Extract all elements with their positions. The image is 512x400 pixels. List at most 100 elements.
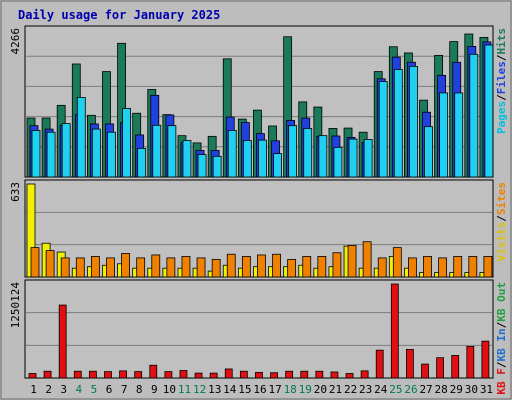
bar-kbytes (270, 372, 278, 379)
bar-sites (196, 257, 206, 278)
x-tick-label: 29 (450, 383, 463, 396)
bar-pages (258, 139, 267, 178)
bar-sites (241, 256, 251, 278)
bar-kbytes (164, 371, 173, 379)
x-tick-label: 13 (208, 383, 221, 396)
bar-kbytes (315, 370, 324, 379)
y-tick-label: 1250124 (9, 282, 22, 329)
bar-kbytes (43, 370, 52, 379)
bar-kbytes (73, 370, 82, 379)
bar-pages (122, 108, 131, 178)
bar-pages (333, 146, 343, 178)
bar-pages (212, 155, 222, 178)
x-tick-label: 16 (253, 383, 266, 396)
bar-pages (137, 147, 147, 178)
x-tick-label: 22 (344, 383, 357, 396)
x-tick-label: 14 (223, 383, 237, 396)
x-tick-label: 24 (374, 383, 388, 396)
legend-entry: / (495, 94, 508, 101)
bar-pages (439, 92, 449, 178)
x-tick-label: 20 (314, 383, 327, 396)
bar-sites (287, 258, 297, 278)
bar-kbytes (330, 371, 339, 379)
legend-entry: Files (495, 61, 508, 94)
legend-entry: Pages (495, 101, 508, 134)
x-tick-label: 3 (60, 383, 67, 396)
x-tick-label: 18 (284, 383, 297, 396)
bar-pages (76, 97, 86, 178)
bar-kbytes (28, 373, 37, 379)
y-tick-label: 4266 (9, 28, 22, 55)
bar-kbytes (104, 371, 112, 379)
x-tick-label: 4 (76, 383, 83, 396)
bar-pages (152, 124, 162, 178)
bar-sites (272, 253, 281, 278)
bar-pages (61, 123, 71, 178)
legend-traffic: Pages/Files/Hits (495, 28, 508, 134)
bar-kbytes (406, 349, 414, 379)
bar-pages (363, 139, 373, 178)
bar-pages (46, 131, 56, 178)
legend-kbytes: KB F/KB In/KB Out (495, 282, 508, 395)
bar-kbytes (194, 372, 203, 379)
y-tick-label: 633 (9, 182, 22, 202)
bar-sites (468, 256, 478, 278)
x-tick-label: 17 (268, 383, 281, 396)
bar-kbytes (390, 283, 399, 379)
bar-sites (257, 254, 266, 278)
bar-pages (197, 154, 207, 178)
bar-kbytes (436, 357, 445, 379)
bar-pages (469, 53, 479, 178)
bar-pages (288, 125, 298, 178)
bar-kbytes (451, 355, 460, 379)
bar-pages (91, 128, 101, 178)
bar-kbytes (224, 368, 233, 379)
bar-sites (30, 247, 40, 278)
bar-sites (347, 245, 357, 278)
bar-sites (408, 257, 417, 278)
bar-kbytes (239, 370, 248, 379)
bar-sites (106, 257, 115, 278)
x-tick-label: 11 (178, 383, 191, 396)
bar-kbytes (88, 370, 97, 379)
bar-kbytes (58, 304, 67, 379)
legend-entry: KB Out (495, 282, 508, 322)
bar-kbytes (255, 371, 263, 379)
legend-entry: / (495, 361, 508, 368)
x-tick-label: 2 (45, 383, 52, 396)
bar-sites (181, 256, 191, 278)
x-tick-label: 15 (238, 383, 251, 396)
x-tick-label: 21 (329, 383, 342, 396)
bar-sites (45, 250, 55, 278)
bar-pages (303, 128, 313, 178)
bar-sites (151, 254, 161, 278)
bar-kbytes (179, 370, 188, 379)
x-tick-label: 12 (193, 383, 206, 396)
x-tick-label: 9 (151, 383, 158, 396)
legend-entry: KB F (495, 368, 508, 395)
bar-pages (424, 126, 433, 178)
x-tick-label: 30 (465, 383, 478, 396)
bar-kbytes (285, 370, 294, 379)
bar-sites (453, 256, 463, 278)
bar-kbytes (119, 370, 127, 379)
bar-sites (226, 253, 236, 278)
x-tick-label: 5 (91, 383, 98, 396)
bar-kbytes (481, 340, 490, 379)
bar-sites (75, 257, 85, 278)
x-tick-label: 23 (359, 383, 372, 396)
bar-kbytes (375, 349, 384, 379)
bar-sites (332, 252, 342, 278)
bar-kbytes (209, 372, 218, 379)
bar-pages (318, 135, 328, 178)
legend-entry: Sites (495, 182, 508, 215)
bar-pages (409, 65, 418, 178)
legend-entry: Hits (495, 28, 508, 55)
bar-sites (60, 257, 70, 278)
bar-sites (302, 256, 312, 278)
bar-sites (438, 257, 448, 278)
legend-visits: Visits/Sites (495, 182, 508, 262)
bar-pages (348, 138, 358, 178)
x-tick-label: 7 (121, 383, 128, 396)
